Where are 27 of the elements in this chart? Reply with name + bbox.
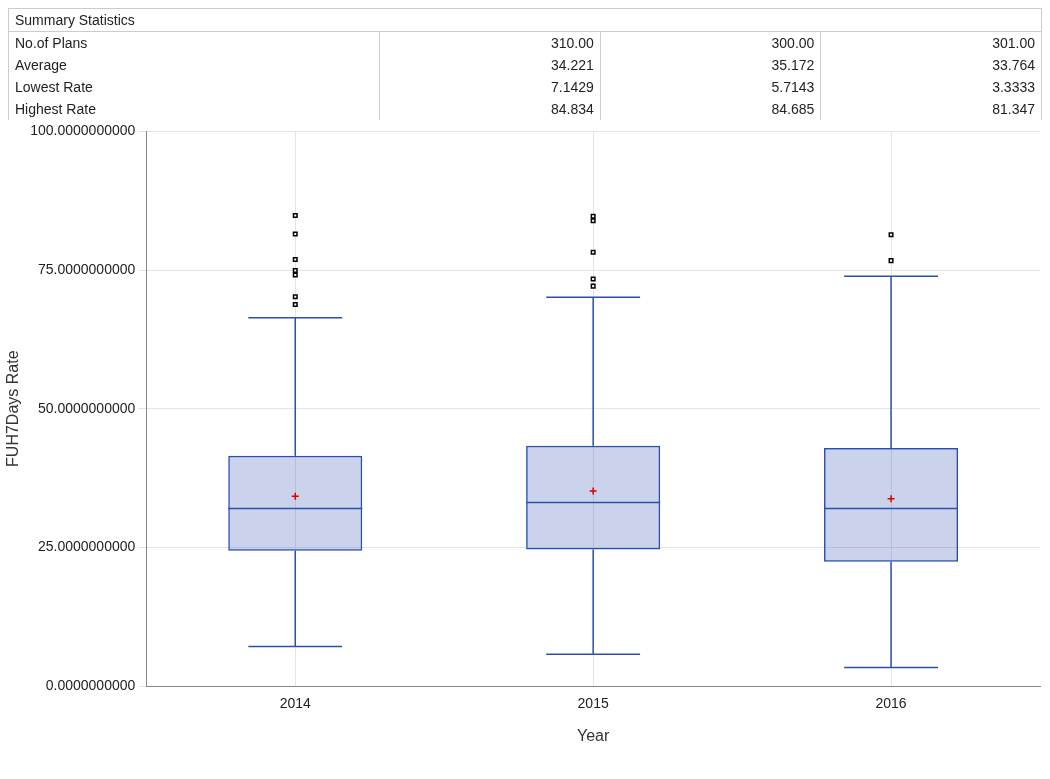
y-tick-label: 50.0000000000 [37,399,136,416]
x-axis-title: Year [576,726,610,744]
text: 34.221 [379,54,601,76]
text: Summary Statistics [8,8,1042,32]
text: Lowest Rate [8,76,380,98]
text: 310.00 [379,31,601,54]
text: 35.172 [600,54,821,76]
text: 84.685 [600,98,821,120]
text: 33.764 [820,54,1042,76]
y-tick-label: 25.0000000000 [37,538,136,555]
y-axis-title: FUH7Days Rate [4,350,22,467]
text: Average [8,54,380,76]
text: 5.7143 [600,76,821,98]
text: 81.347 [820,98,1042,120]
text: 301.00 [820,31,1042,54]
text: Highest Rate [8,98,380,120]
text: No.of Plans [8,31,380,54]
y-tick-label: 75.0000000000 [37,260,136,277]
text: 7.1429 [379,76,601,98]
y-tick-label: 0.0000000000 [45,676,136,693]
text: 84.834 [379,98,601,120]
text: 3.3333 [820,76,1042,98]
y-tick-label: 100.0000000000 [30,122,136,139]
x-tick-label: 2015 [577,695,609,712]
text: 300.00 [600,31,821,54]
x-tick-label: 2014 [279,695,312,712]
x-tick-label: 2016 [875,695,907,712]
